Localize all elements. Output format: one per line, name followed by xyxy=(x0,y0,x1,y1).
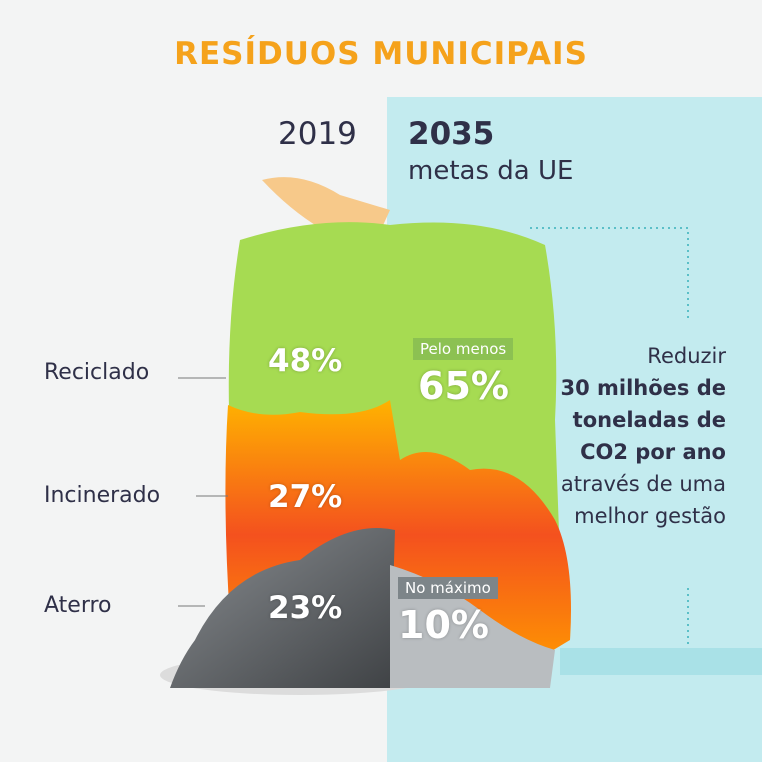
claim-line: através de uma xyxy=(560,472,726,496)
claim-line: Reduzir xyxy=(647,344,726,368)
co2-reduction-claim: Reduzir 30 milhões de toneladas de CO2 p… xyxy=(560,340,726,532)
label-recycled: Reciclado xyxy=(44,360,150,385)
bag-knot xyxy=(262,177,390,232)
incinerated-2019-value: 27% xyxy=(268,479,343,515)
landfill-target-value: 10% xyxy=(398,603,489,647)
label-landfill: Aterro xyxy=(44,593,112,618)
claim-bold: toneladas de xyxy=(572,408,726,432)
recycled-2019-value: 48% xyxy=(268,343,343,379)
landfill-target-qualifier: No máximo xyxy=(398,577,498,599)
dotted-guides xyxy=(530,227,689,645)
panel-bottom-band xyxy=(560,648,762,675)
claim-bold: CO2 por ano xyxy=(580,440,726,464)
claim-bold: 30 milhões de xyxy=(560,376,726,400)
target-caption: metas da UE xyxy=(408,156,574,186)
page-title: RESÍDUOS MUNICIPAIS xyxy=(174,36,588,72)
label-incinerated: Incinerado xyxy=(44,483,161,508)
connector-lines xyxy=(178,377,228,607)
landfill-2019-value: 23% xyxy=(268,590,343,626)
year-target: 2035 xyxy=(408,116,495,152)
recycled-target-qualifier: Pelo menos xyxy=(413,338,514,360)
year-current: 2019 xyxy=(278,116,357,152)
landfill-layer-2019 xyxy=(170,528,395,688)
claim-line: melhor gestão xyxy=(574,504,726,528)
recycled-target-value: 65% xyxy=(418,364,509,408)
